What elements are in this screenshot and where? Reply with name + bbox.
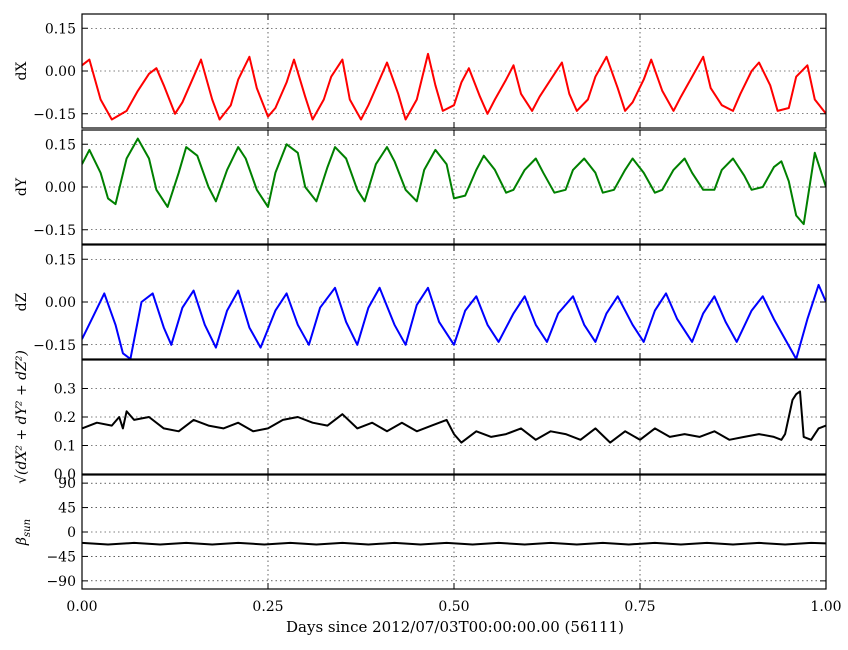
x-tick-label-1: 0.25 [252,599,283,615]
subplot-stack: 0.150.00−0.15dX0.150.00−0.15dY0.150.00−0… [14,13,842,615]
beta-sun-ytick-label-4: −90 [46,574,76,590]
dy-panel: 0.15 0.00 −0.15 dY [14,129,827,245]
dx-series-line [82,52,826,121]
beta-sun-panel: 90 45 0 −45 −90 0.00 0.25 0.50 0.75 1.00 βsun [14,474,842,615]
dx-y-axis-label: dX [14,62,30,81]
magnitude-ytick-label-3: 0.0 [54,467,76,483]
magnitude-ytick-label-2: 0.1 [54,439,76,455]
x-tick-label-3: 0.75 [624,599,655,615]
beta-sun-ytick-label-3: −45 [46,549,76,565]
dy-frame [81,129,827,245]
magnitude-ytick-label-0: 0.3 [54,382,76,398]
dx-frame [81,13,827,129]
dy-ytick-label-2: −0.15 [33,223,76,239]
dy-ytick-label-0: 0.15 [45,137,76,153]
beta-sun-ytick-label-1: 45 [58,501,76,517]
dx-ytick-label-2: −0.15 [33,107,76,123]
dx-ytick-label-1: 0.00 [45,64,76,80]
dx-ytick-label-0: 0.15 [45,21,76,37]
dy-ytick-label-1: 0.00 [45,180,76,196]
x-tick-label-2: 0.50 [438,599,469,615]
dy-series-line [82,137,826,226]
dz-y-axis-label: dZ [14,292,30,311]
beta-sun-ytick-label-2: 0 [67,525,76,541]
dz-ytick-label-2: −0.15 [33,338,76,354]
magnitude-y-axis-label: √(dX² + dY² + dZ²) [14,350,30,484]
x-tick-label-0: 0.00 [66,599,97,615]
magnitude-panel: 0.3 0.2 0.1 0.0 √(dX² + dY² + dZ²) [14,350,827,484]
dz-ytick-label-0: 0.15 [45,252,76,268]
magnitude-frame [81,359,827,475]
dz-panel: 0.15 0.00 −0.15 dZ [14,244,827,360]
magnitude-series-line [82,390,826,444]
dx-panel: 0.15 0.00 −0.15 dX [14,13,827,129]
beta-sun-y-axis-label: βsun [14,519,33,546]
beta-sun-ytick-label-0: 90 [58,476,76,492]
dy-y-axis-label: dY [14,177,30,196]
x-tick-label-4: 1.00 [810,599,841,615]
magnitude-ytick-label-1: 0.2 [54,410,76,426]
beta-sun-frame [81,474,827,590]
beta-sun-series-line [82,541,826,546]
dz-series-line [82,283,826,359]
x-axis-label: Days since 2012/07/03T00:00:00.00 (56111… [286,618,624,636]
dz-frame [81,244,827,360]
dz-ytick-label-1: 0.00 [45,295,76,311]
